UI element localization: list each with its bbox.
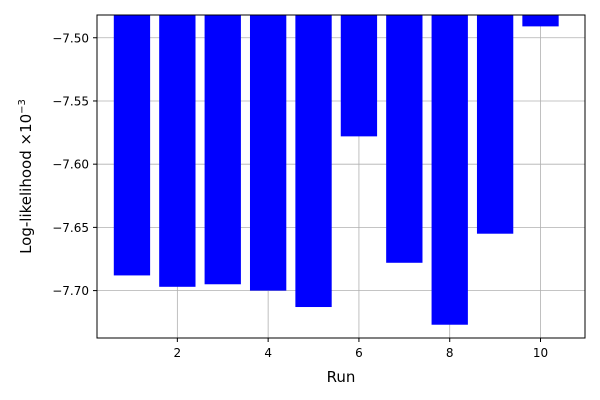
y-axis-ticks: −7.70 −7.65 −7.60 −7.55 −7.50 — [52, 31, 97, 298]
y-tick-label: −7.70 — [52, 284, 89, 298]
x-axis-label: Run — [327, 368, 356, 386]
bar-run-10 — [522, 15, 559, 27]
y-axis-label: Log-likelihood ×10−3 — [17, 99, 35, 254]
x-axis-ticks: 2 4 6 8 10 — [174, 338, 548, 360]
y-axis-label-exponent: −3 — [17, 99, 28, 114]
bar-run-7 — [386, 15, 423, 263]
x-tick-label: 6 — [355, 346, 363, 360]
x-tick-label: 4 — [264, 346, 272, 360]
bar-run-1 — [113, 15, 151, 276]
bar-run-9 — [476, 15, 514, 234]
bar-run-5 — [295, 15, 332, 308]
bar-run-4 — [249, 15, 287, 291]
y-tick-label: −7.55 — [52, 94, 89, 108]
y-tick-label: −7.60 — [52, 158, 89, 172]
bar-run-3 — [204, 15, 241, 285]
bar-run-6 — [340, 15, 378, 137]
y-tick-label: −7.65 — [52, 221, 89, 235]
y-tick-label: −7.50 — [52, 31, 89, 45]
x-tick-label: 2 — [174, 346, 182, 360]
x-tick-label: 8 — [446, 346, 454, 360]
y-axis-label-base: Log-likelihood ×10 — [17, 114, 35, 254]
bar-run-8 — [431, 15, 468, 325]
bar-run-2 — [159, 15, 196, 287]
plot-frame — [96, 14, 586, 339]
bars — [113, 15, 559, 325]
x-tick-label: 10 — [533, 346, 548, 360]
